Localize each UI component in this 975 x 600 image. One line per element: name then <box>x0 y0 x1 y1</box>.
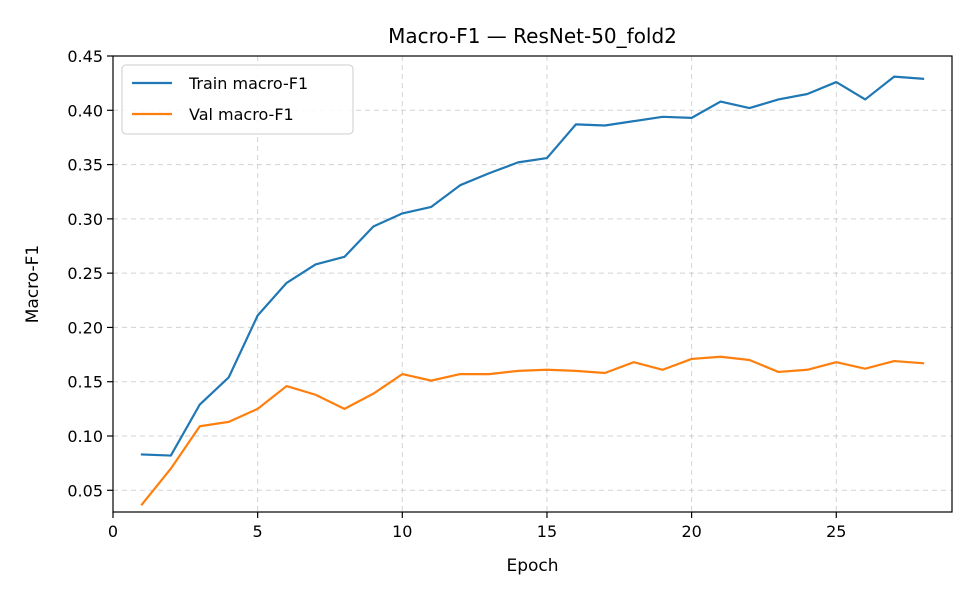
legend-label-train: Train macro-F1 <box>188 74 308 93</box>
chart-title: Macro-F1 — ResNet-50_fold2 <box>388 24 677 48</box>
legend-label-val: Val macro-F1 <box>189 105 294 124</box>
series-line-train <box>140 75 925 457</box>
y-tick-label: 0.45 <box>67 47 103 66</box>
x-tick-label: 10 <box>392 522 412 541</box>
x-tick-label: 5 <box>253 522 263 541</box>
legend: Train macro-F1 Val macro-F1 <box>121 64 354 135</box>
y-tick-label: 0.30 <box>67 210 103 229</box>
x-tick-label: 15 <box>537 522 557 541</box>
y-tick-label: 0.40 <box>67 101 103 120</box>
x-axis-title: Epoch <box>506 556 558 576</box>
plot-frame <box>112 55 953 513</box>
x-tick-label: 0 <box>108 522 118 541</box>
y-tick-label: 0.35 <box>67 156 103 175</box>
legend-box <box>121 64 354 135</box>
x-tick-label: 20 <box>681 522 701 541</box>
series-line-val <box>140 355 925 506</box>
series-lines <box>140 75 925 506</box>
y-tick-label: 0.20 <box>67 318 103 337</box>
y-axis-title: Macro-F1 <box>23 245 43 324</box>
y-tick-label: 0.15 <box>67 373 103 392</box>
x-tick-label: 25 <box>826 522 846 541</box>
y-tick-label: 0.05 <box>67 481 103 500</box>
y-tick-label: 0.10 <box>67 427 103 446</box>
y-axis-ticks: 0.05 0.10 0.15 0.20 0.25 0.30 0.35 0.40 0.45 <box>67 47 113 500</box>
x-axis-ticks: 0 5 10 15 20 25 <box>108 512 846 541</box>
y-tick-label: 0.25 <box>67 264 103 283</box>
